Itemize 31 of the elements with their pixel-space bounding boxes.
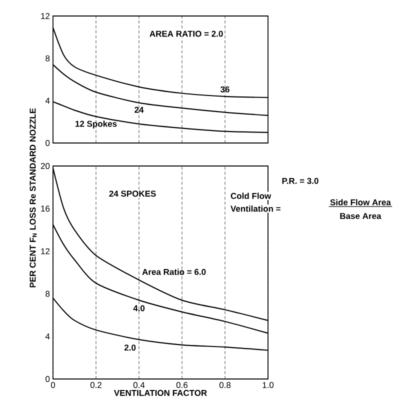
y-tick-label: 16 — [41, 206, 50, 212]
y-tick-label: 0 — [46, 140, 50, 146]
x-tick-label: 0.4 — [133, 382, 145, 388]
x-tick-label: 0.8 — [219, 382, 231, 388]
series-label: Area Ratio = 6.0 — [142, 268, 206, 275]
y-tick-label: 12 — [41, 248, 50, 254]
annotation: Cold Flow — [230, 192, 272, 199]
y-tick-label: 12 — [41, 13, 50, 19]
x-tick-label: 1.0 — [262, 382, 274, 388]
series-label: 4.0 — [133, 305, 145, 312]
y-tick-label: 20 — [40, 162, 50, 170]
y-tick-label: 4 — [45, 98, 50, 104]
y-tick-label: 8 — [46, 290, 50, 297]
y-axis-title: PER CENT F$_{N}$ LOSS Re STANDARD NOZZLE — [30, 108, 37, 288]
annotation: 24 SPOKES — [109, 190, 156, 197]
text: Side Flow Area — [330, 199, 391, 206]
series-label: 36 — [220, 86, 230, 92]
y-tick-label: 4 — [45, 333, 50, 340]
y-tick-label: 8 — [46, 55, 50, 62]
x-tick-label: 0.2 — [90, 382, 102, 388]
text: Base Area — [340, 213, 382, 220]
annotation: AREA RATIO = 2.0 — [150, 30, 223, 37]
y-tick-label: 0 — [46, 376, 50, 382]
annotation: Ventilation = — [230, 205, 280, 212]
text: P.R. = 3.0 — [282, 178, 318, 184]
series-label: 24 — [134, 106, 144, 113]
x-axis-title: VENTILATION FACTOR — [114, 390, 207, 396]
series-label: 12 Spokes — [76, 120, 117, 128]
series-label: 2.0 — [124, 344, 136, 351]
x-tick-label: 0.6 — [176, 382, 188, 388]
x-tick-label: 0 — [50, 382, 56, 388]
